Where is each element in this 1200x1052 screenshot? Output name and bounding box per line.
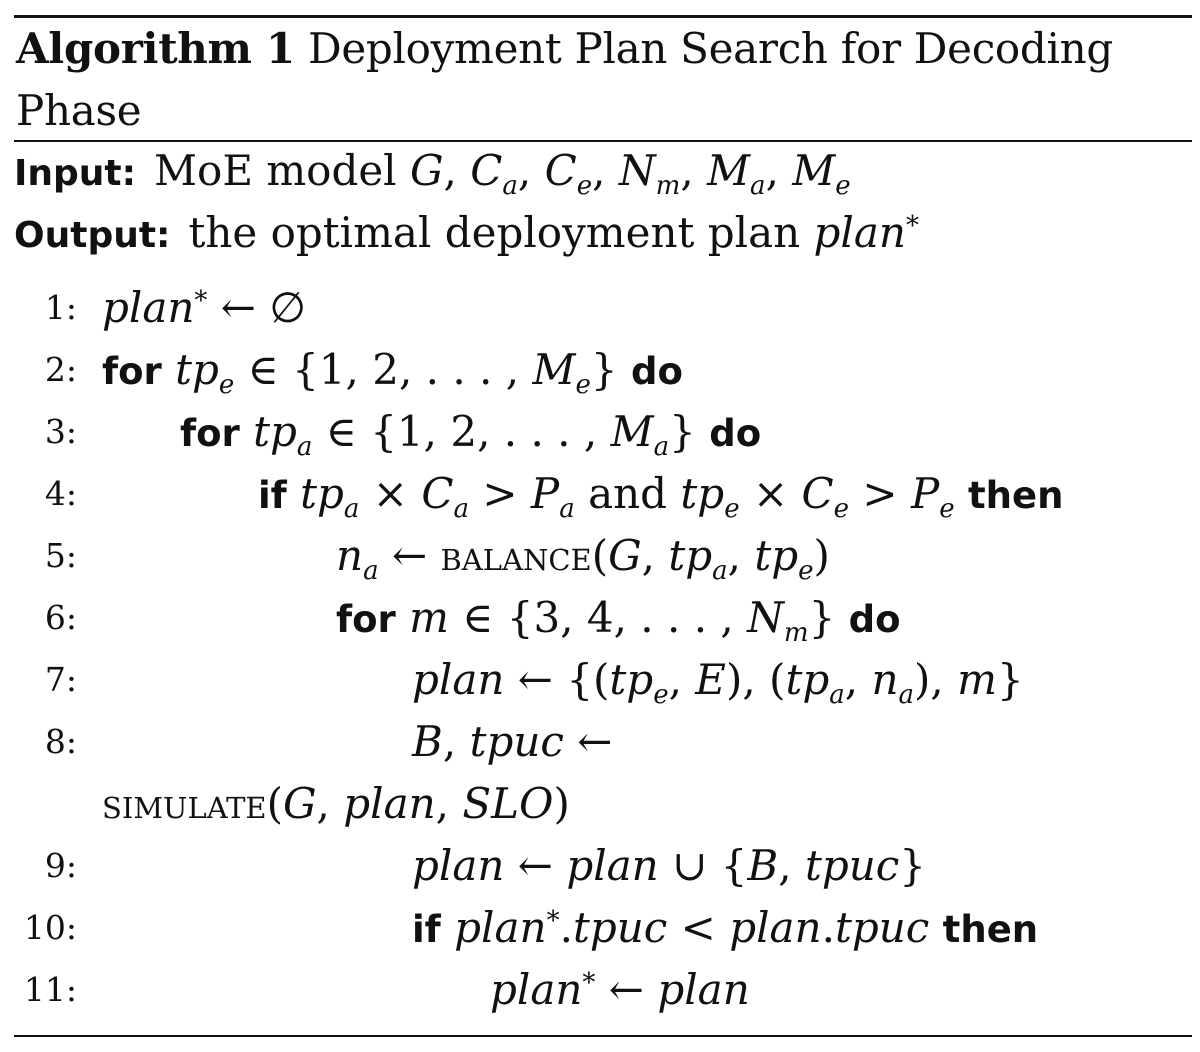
input-line: Input: MoE model G, Ca, Ce, Nm, Ma, Me — [14, 146, 851, 202]
line-body: na ← balance(G, tpa, tpe) — [336, 531, 830, 587]
algo-line-4: 4: if tpa × Ca > Pa and tpe × Ce > Pe th… — [14, 466, 1192, 522]
line-body: B, tpuc ← — [412, 717, 613, 766]
bottom-rule — [14, 1035, 1192, 1037]
line-body: plan ← {(tpe, E), (tpa, na), m} — [412, 655, 1024, 711]
line-number: 4: — [44, 474, 77, 513]
algo-line-5: 5: na ← balance(G, tpa, tpe) — [14, 528, 1192, 584]
simulate-procedure: simulate — [102, 779, 267, 828]
algo-line-8-continued: simulate(G, plan, SLO) — [14, 776, 1192, 832]
line-number: 2: — [44, 350, 77, 389]
line-number: 3: — [44, 412, 77, 451]
input-key: Input: — [14, 153, 137, 194]
output-text: the optimal deployment plan — [188, 208, 801, 257]
algo-line-8: 8: B, tpuc ← — [14, 714, 1192, 770]
algo-line-1: 1: plan* ← ∅ — [14, 280, 1192, 336]
line-number: 10: — [23, 908, 77, 947]
algo-line-9: 9: plan ← plan ∪ {B, tpuc} — [14, 838, 1192, 894]
algorithm-caption: Algorithm 1 Deployment Plan Search for D… — [16, 24, 1113, 74]
algo-line-10: 10: if plan*.tpuc < plan.tpuc then — [14, 900, 1192, 956]
algorithm-title-continued: Phase — [16, 86, 142, 135]
line-number: 6: — [44, 598, 77, 637]
line-body: plan* ← ∅ — [102, 283, 306, 332]
line-body: plan ← plan ∪ {B, tpuc} — [412, 841, 927, 890]
line-number: 8: — [44, 722, 77, 761]
line-body: if tpa × Ca > Pa and tpe × Ce > Pe then — [258, 469, 1064, 525]
line-number: 7: — [44, 660, 77, 699]
output-key: Output: — [14, 215, 171, 256]
output-line: Output: the optimal deployment plan plan* — [14, 208, 919, 257]
line-body: for m ∈ {3, 4, . . . , Nm} do — [336, 593, 901, 649]
line-body: for tpe ∈ {1, 2, . . . , Me} do — [102, 345, 683, 401]
caption-rule — [14, 140, 1192, 142]
line-body: for tpa ∈ {1, 2, . . . , Ma} do — [180, 407, 762, 463]
algo-line-2: 2: for tpe ∈ {1, 2, . . . , Me} do — [14, 342, 1192, 398]
algo-line-7: 7: plan ← {(tpe, E), (tpa, na), m} — [14, 652, 1192, 708]
algo-line-6: 6: for m ∈ {3, 4, . . . , Nm} do — [14, 590, 1192, 646]
line-number: 11: — [23, 970, 77, 1009]
top-rule — [14, 15, 1192, 18]
algo-line-11: 11: plan* ← plan — [14, 962, 1192, 1018]
line-body: plan* ← plan — [490, 965, 750, 1014]
line-body: simulate(G, plan, SLO) — [102, 779, 570, 828]
algorithm-title: Deployment Plan Search for Decoding — [308, 24, 1113, 73]
line-number: 1: — [44, 288, 77, 327]
algo-line-3: 3: for tpa ∈ {1, 2, . . . , Ma} do — [14, 404, 1192, 460]
input-text: MoE model — [154, 146, 397, 195]
line-number: 9: — [44, 846, 77, 885]
algorithm-label: Algorithm 1 — [16, 24, 295, 73]
line-number: 5: — [44, 536, 77, 575]
balance-procedure: balance — [440, 531, 592, 580]
line-body: if plan*.tpuc < plan.tpuc then — [412, 903, 1039, 952]
algorithm-block: Algorithm 1 Deployment Plan Search for D… — [14, 0, 1192, 1052]
